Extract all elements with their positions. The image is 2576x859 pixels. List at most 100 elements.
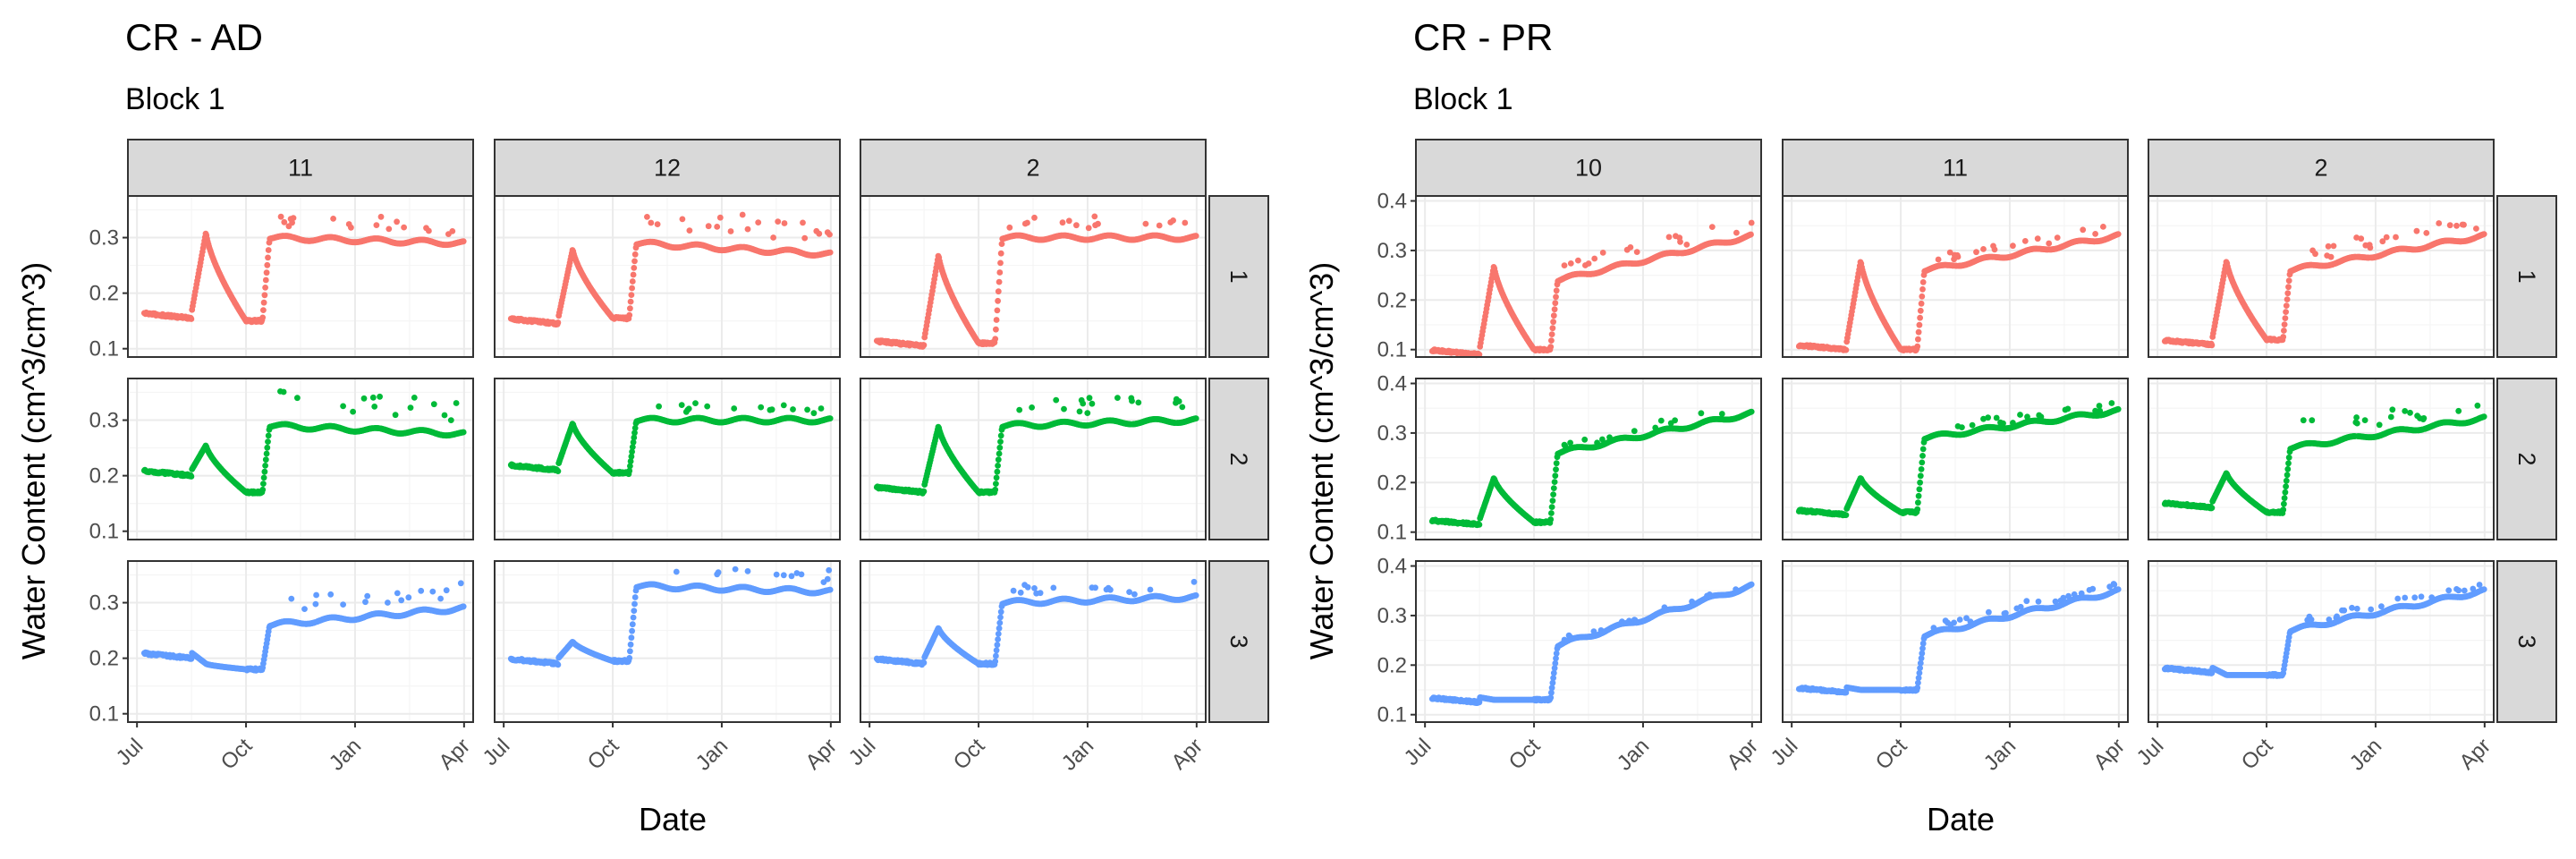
data-point [371, 404, 378, 410]
data-point [627, 648, 633, 655]
data-point [1131, 591, 1138, 598]
data-point [631, 594, 639, 600]
data-point [997, 259, 1004, 267]
column-strip [860, 139, 1207, 197]
data-point [826, 566, 833, 574]
facet-panel [127, 195, 474, 358]
data-point [460, 238, 467, 245]
data-point [263, 269, 270, 276]
data-point [386, 225, 393, 233]
data-point [1633, 249, 1640, 255]
data-point [401, 224, 407, 231]
data-point [780, 402, 787, 409]
data-point [631, 265, 638, 271]
data-point [1547, 344, 1555, 350]
data-point [993, 317, 1000, 323]
data-point [1599, 250, 1606, 256]
data-point [800, 219, 806, 226]
data-point [265, 247, 272, 253]
data-point [920, 342, 928, 349]
row-strip-label: 2 [1225, 452, 1252, 465]
data-point [627, 641, 634, 648]
data-point [816, 230, 823, 237]
data-point [259, 486, 267, 493]
data-point [1627, 244, 1634, 251]
data-point [261, 468, 268, 475]
data-point [995, 297, 1001, 304]
data-point [188, 473, 195, 480]
y-tick-label: 0.1 [89, 337, 119, 361]
x-axis-title: Date [1927, 801, 1995, 838]
data-point [629, 621, 636, 628]
data-point [1191, 578, 1198, 585]
data-point [426, 227, 432, 234]
data-point [188, 316, 195, 322]
data-point [1551, 306, 1558, 313]
data-point [997, 608, 1004, 616]
data-point [1552, 300, 1559, 307]
data-point [995, 456, 1002, 464]
data-point [260, 474, 267, 481]
data-point [460, 429, 467, 436]
data-point [826, 249, 834, 256]
data-point [656, 403, 662, 410]
column-strip-label: 11 [1943, 155, 1968, 182]
data-point [810, 410, 818, 417]
data-point [996, 625, 1003, 632]
data-point [405, 594, 412, 601]
data-point [1548, 331, 1555, 337]
data-point [685, 405, 692, 412]
data-point [1567, 260, 1574, 267]
data-point [673, 568, 680, 575]
data-point [411, 395, 418, 401]
data-point [281, 218, 288, 225]
data-point [350, 408, 356, 415]
column-strip-label: 2 [2314, 155, 2327, 182]
data-point [1084, 410, 1091, 416]
data-point [679, 216, 686, 223]
data-point [260, 481, 267, 487]
data-point [631, 600, 638, 608]
data-point [629, 278, 636, 285]
data-point [1107, 586, 1114, 593]
data-point [993, 474, 1000, 481]
x-axis-title: Date [639, 801, 707, 838]
data-point [1029, 404, 1035, 411]
plot-subtitle: Block 1 [125, 82, 225, 116]
data-point [262, 276, 269, 284]
y-tick-label: 0.3 [89, 409, 119, 433]
data-point [555, 319, 562, 326]
data-point [993, 652, 999, 659]
data-point [1076, 408, 1083, 415]
data-point [790, 406, 796, 412]
data-point [775, 218, 782, 225]
data-point [340, 403, 346, 410]
data-point [654, 221, 661, 227]
facet-grid: 10 11 210.10.20.30.420.10.20.30.430.10.20.… [1377, 139, 2557, 776]
row-strip [1208, 195, 1269, 358]
data-point [993, 481, 999, 487]
data-point [1575, 257, 1581, 264]
data-point [1553, 287, 1560, 294]
data-point [1561, 262, 1568, 268]
data-point [826, 586, 834, 593]
data-point [264, 261, 271, 268]
facet-panel [127, 378, 474, 540]
column-strip-label: 10 [1575, 155, 1602, 182]
facet-panel [1415, 195, 1762, 359]
data-point [449, 228, 456, 234]
data-point [1059, 219, 1066, 226]
data-point [265, 432, 272, 439]
y-tick-label: 0.2 [89, 464, 119, 489]
data-point [1024, 219, 1030, 226]
data-point [1129, 397, 1135, 404]
data-point [994, 642, 1001, 649]
data-point [773, 571, 780, 578]
data-point [1016, 406, 1023, 413]
data-point [994, 468, 1001, 475]
data-point [362, 599, 369, 606]
data-point [1080, 400, 1087, 407]
data-point [394, 590, 401, 597]
facet-panel [494, 195, 841, 358]
